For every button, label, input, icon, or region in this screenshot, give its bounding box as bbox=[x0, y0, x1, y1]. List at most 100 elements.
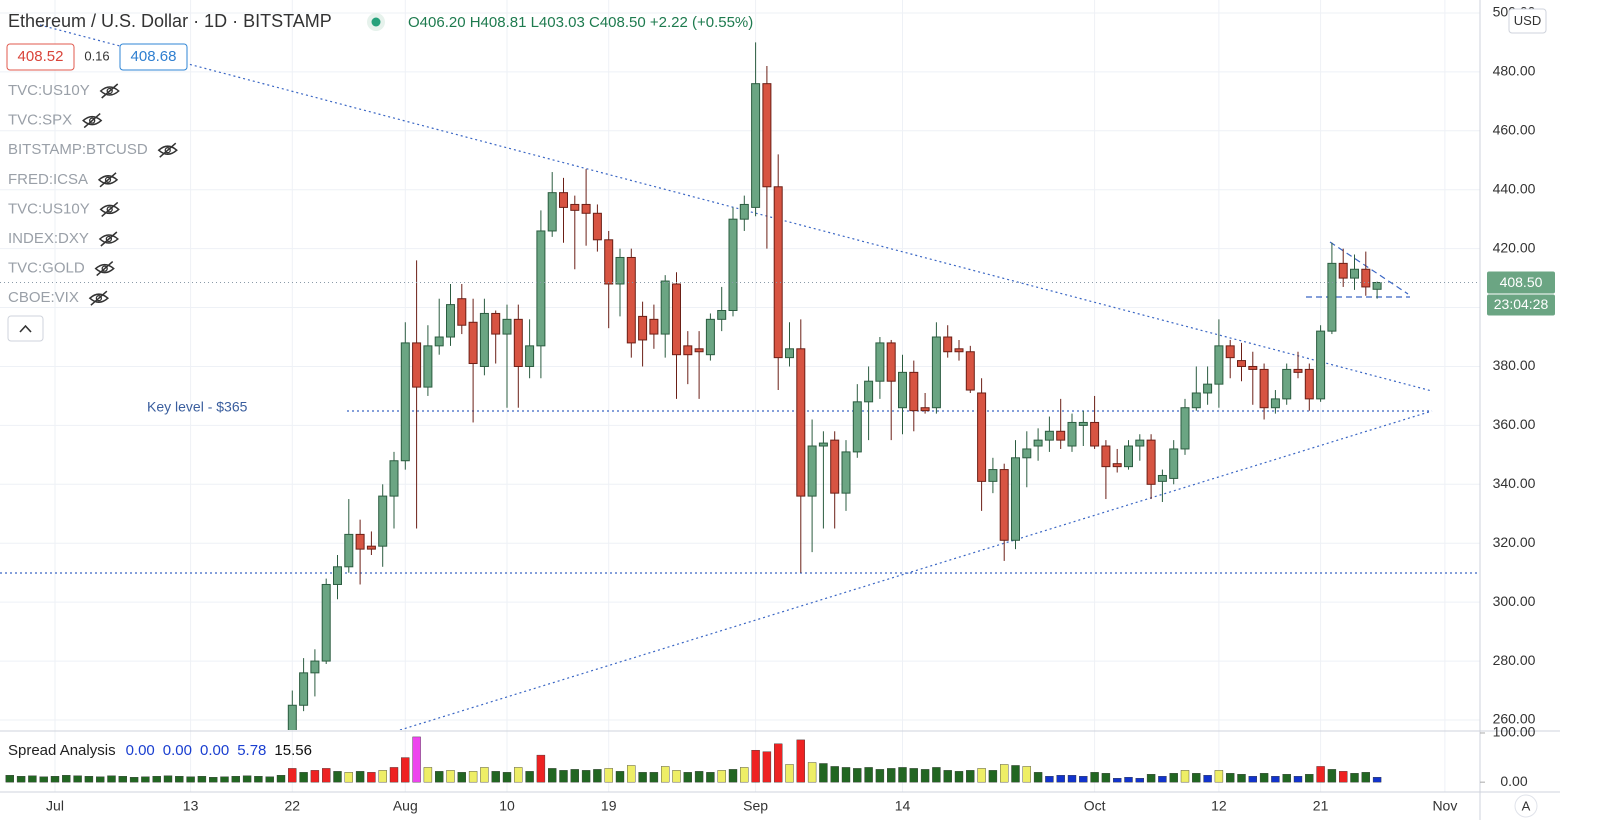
volume-bar bbox=[141, 776, 150, 783]
volume-bar bbox=[412, 736, 421, 783]
candle-body bbox=[547, 192, 557, 232]
volume-bar bbox=[276, 775, 286, 783]
volume-bar bbox=[1033, 772, 1043, 783]
x-tick-label: Sep bbox=[743, 798, 768, 814]
volume-bar bbox=[28, 775, 37, 783]
volume-bar bbox=[1045, 776, 1054, 783]
volume-bar bbox=[152, 776, 161, 783]
volume-bar bbox=[50, 776, 60, 783]
candle-body bbox=[739, 203, 749, 220]
overlay-name: TVC:US10Y bbox=[8, 82, 90, 99]
volume-bar bbox=[875, 769, 885, 783]
candle-body bbox=[830, 439, 840, 494]
candle-body bbox=[389, 460, 399, 497]
volume-bar bbox=[186, 776, 195, 783]
volume-bar bbox=[1372, 777, 1382, 783]
volume-bar bbox=[988, 770, 998, 783]
volume-bar bbox=[129, 777, 139, 783]
volume-bar bbox=[322, 768, 331, 783]
volume-bar bbox=[728, 769, 738, 783]
candles bbox=[0, 42, 1480, 730]
indicator-name: Spread Analysis bbox=[8, 742, 116, 759]
volume-bar bbox=[853, 768, 862, 783]
hidden-icon[interactable] bbox=[94, 261, 115, 277]
volume-bar bbox=[751, 749, 760, 783]
candle-body bbox=[1078, 421, 1088, 426]
ask-box[interactable] bbox=[119, 43, 188, 71]
bid-box[interactable] bbox=[6, 43, 75, 71]
volume-bar bbox=[977, 768, 986, 783]
chart-title: Ethereum / U.S. Dollar · 1D · BITSTAMP bbox=[8, 11, 332, 31]
volume-bar bbox=[378, 770, 387, 783]
hidden-icon-pupil bbox=[106, 206, 113, 213]
volume-bar bbox=[1192, 773, 1201, 783]
candle-body bbox=[287, 704, 297, 730]
volume-bar bbox=[649, 772, 659, 783]
candle-body bbox=[660, 280, 670, 335]
candle-body bbox=[446, 304, 455, 338]
y-tick-label: 420.00 bbox=[1493, 239, 1536, 255]
x-tick-label: 14 bbox=[895, 798, 911, 814]
hidden-icon-pupil bbox=[101, 265, 108, 272]
volume-bar bbox=[1124, 777, 1133, 783]
candle-body bbox=[796, 348, 806, 497]
candle-body bbox=[1338, 262, 1348, 279]
collapse-button[interactable] bbox=[7, 315, 44, 342]
hidden-icon[interactable] bbox=[88, 290, 109, 306]
volume-bar bbox=[389, 767, 399, 783]
hidden-icon[interactable] bbox=[99, 201, 120, 217]
hidden-icon[interactable] bbox=[98, 231, 119, 247]
y-tick-label: 340.00 bbox=[1493, 475, 1536, 491]
hidden-icon[interactable] bbox=[82, 113, 103, 129]
trend-line-lower bbox=[399, 410, 1433, 730]
volume-bar bbox=[1022, 766, 1031, 783]
last-price-box bbox=[1487, 271, 1555, 294]
volume-bar bbox=[1259, 773, 1269, 783]
volume-bar bbox=[107, 775, 116, 783]
y-tick-label: 280.00 bbox=[1493, 652, 1536, 668]
volume-bar bbox=[231, 776, 241, 783]
indicator-value: 15.56 bbox=[274, 742, 312, 759]
candle-body bbox=[1270, 398, 1280, 409]
volume-bar bbox=[84, 776, 94, 783]
candle-body bbox=[1327, 262, 1337, 332]
candle-body bbox=[717, 310, 727, 320]
overlay-name: TVC:GOLD bbox=[8, 260, 85, 277]
volume-bar bbox=[943, 770, 952, 783]
y-tick-label: 440.00 bbox=[1493, 180, 1536, 196]
volume-bar bbox=[5, 775, 15, 783]
candle-body bbox=[604, 239, 614, 285]
volume-bar bbox=[367, 772, 376, 783]
candle-body bbox=[378, 495, 388, 547]
x-tick-label: 13 bbox=[183, 798, 199, 814]
hidden-icon[interactable] bbox=[97, 172, 119, 188]
hidden-icon[interactable] bbox=[99, 83, 120, 99]
currency-box[interactable] bbox=[1508, 8, 1547, 34]
candle-body bbox=[1372, 282, 1382, 290]
volume-bar bbox=[163, 775, 173, 783]
volume-bar bbox=[208, 777, 218, 783]
y-tick-label: 300.00 bbox=[1493, 593, 1536, 609]
candle-body bbox=[875, 342, 885, 382]
y-tick-label: 480.00 bbox=[1493, 63, 1536, 79]
candle-body bbox=[705, 318, 715, 356]
autoscale-button[interactable] bbox=[1514, 794, 1538, 818]
volume-bar bbox=[1056, 775, 1065, 783]
volume-bar bbox=[785, 764, 794, 783]
volume-bar bbox=[39, 776, 48, 783]
grid bbox=[0, 0, 1480, 792]
volume-bar bbox=[796, 739, 805, 783]
candle-body bbox=[1067, 421, 1077, 447]
volume-bar bbox=[401, 757, 410, 783]
volume-bar bbox=[1271, 776, 1280, 783]
volume-bar bbox=[932, 767, 941, 783]
volume-bar bbox=[310, 770, 320, 783]
volume-bar bbox=[887, 768, 896, 783]
volume-bar bbox=[706, 772, 715, 783]
volume-bar bbox=[491, 771, 500, 783]
volume-bar bbox=[627, 765, 636, 783]
hidden-icon[interactable] bbox=[157, 142, 178, 158]
volume-bar bbox=[807, 762, 817, 783]
volume-bar bbox=[1067, 775, 1077, 783]
